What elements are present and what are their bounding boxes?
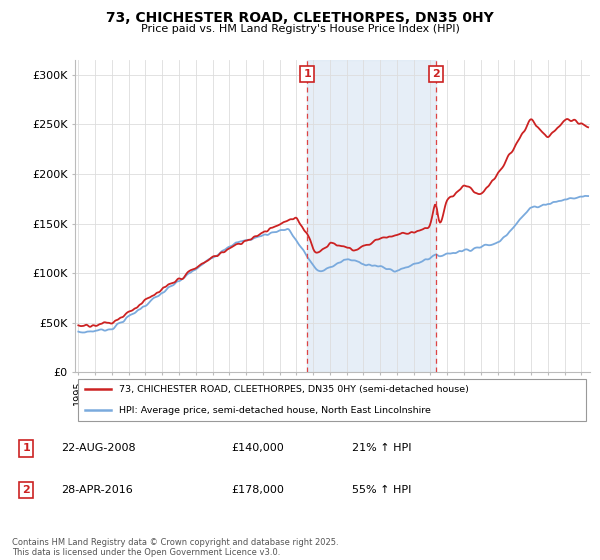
- FancyBboxPatch shape: [77, 379, 586, 421]
- Text: HPI: Average price, semi-detached house, North East Lincolnshire: HPI: Average price, semi-detached house,…: [119, 406, 431, 415]
- Text: £140,000: £140,000: [231, 444, 284, 454]
- Text: 2: 2: [432, 69, 440, 79]
- Bar: [307, 60, 436, 372]
- Text: 2: 2: [23, 485, 30, 495]
- Text: Price paid vs. HM Land Registry's House Price Index (HPI): Price paid vs. HM Land Registry's House …: [140, 24, 460, 34]
- Text: 73, CHICHESTER ROAD, CLEETHORPES, DN35 0HY (semi-detached house): 73, CHICHESTER ROAD, CLEETHORPES, DN35 0…: [119, 385, 469, 394]
- Text: 73, CHICHESTER ROAD, CLEETHORPES, DN35 0HY: 73, CHICHESTER ROAD, CLEETHORPES, DN35 0…: [106, 11, 494, 25]
- Text: 22-AUG-2008: 22-AUG-2008: [61, 444, 136, 454]
- Text: £178,000: £178,000: [231, 485, 284, 495]
- Text: 28-APR-2016: 28-APR-2016: [61, 485, 133, 495]
- Text: 55% ↑ HPI: 55% ↑ HPI: [352, 485, 411, 495]
- Text: 21% ↑ HPI: 21% ↑ HPI: [352, 444, 412, 454]
- Text: 1: 1: [304, 69, 311, 79]
- Text: 1: 1: [23, 444, 30, 454]
- Text: Contains HM Land Registry data © Crown copyright and database right 2025.
This d: Contains HM Land Registry data © Crown c…: [12, 538, 338, 557]
